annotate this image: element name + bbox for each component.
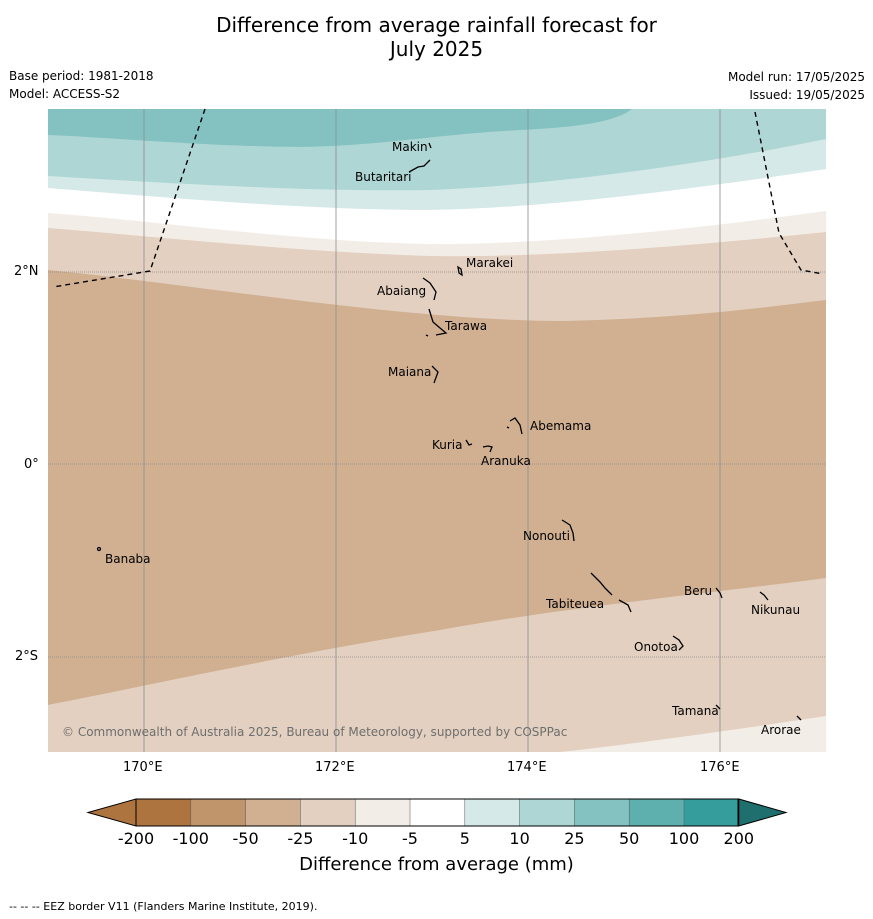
lat-label-2n: 2°N (14, 264, 39, 279)
colorbar-tick-label: -10 (342, 829, 369, 848)
band-minus50-minus25 (48, 270, 826, 705)
arorae-coast (796, 715, 802, 721)
lat-label-2s: 2°S (15, 649, 39, 664)
band-plus25-plus50 (48, 109, 632, 147)
eez-borders (52, 108, 824, 288)
abaiang-coast (422, 277, 437, 301)
abemama-coast (509, 417, 523, 435)
eez-border-west (52, 108, 206, 288)
parallels (48, 271, 826, 658)
colorbar-swatches (86, 798, 788, 827)
map-title-line1: Difference from average rainfall forecas… (216, 13, 657, 37)
banaba-coast (96, 546, 102, 552)
colorbar-tick-label: 50 (619, 829, 640, 848)
lon-label-174e: 174°E (507, 760, 547, 775)
island-label-makin: Makin (392, 140, 428, 154)
island-label-abaiang: Abaiang (377, 284, 426, 298)
colorbar-tick-label: 10 (509, 829, 530, 848)
colorbar-swatch (464, 799, 520, 826)
band-minus10-minus5-south (560, 716, 826, 752)
island-label-nikunau: Nikunau (751, 603, 800, 617)
colorbar-extend-high (738, 798, 788, 827)
colorbar (86, 798, 788, 827)
nikunau-coast (759, 591, 769, 601)
island-label-onotoa: Onotoa (634, 640, 678, 654)
lon-label-176e: 176°E (700, 760, 740, 775)
colorbar-tick-label: 200 (723, 829, 755, 848)
tabiteuea-south-coast (618, 599, 632, 613)
lon-label-170e: 170°E (123, 760, 163, 775)
issued-date: Issued: 19/05/2025 (749, 88, 865, 102)
island-label-banaba: Banaba (105, 552, 151, 566)
colorbar-swatch (410, 799, 466, 826)
colorbar-tick-label: -50 (232, 829, 259, 848)
copyright-notice: © Commonwealth of Australia 2025, Bureau… (62, 725, 567, 739)
island-label-arorae: Arorae (761, 723, 801, 737)
island-label-tabiteuea: Tabiteuea (545, 597, 604, 611)
island-label-aranuka: Aranuka (481, 454, 531, 468)
colorbar-tick-label: -25 (287, 829, 314, 848)
tarawa-islet (425, 334, 429, 337)
base-period: Base period: 1981-2018 (9, 69, 154, 83)
eez-footer-note: -- -- -- EEZ border V11 (Flanders Marine… (9, 900, 318, 913)
marakei-coast (457, 265, 463, 277)
colorbar-frame (135, 798, 739, 827)
colorbar-swatch (684, 799, 740, 826)
colorbar-swatch (136, 799, 192, 826)
map-fill-bands (48, 109, 826, 752)
lon-label-172e: 172°E (315, 760, 355, 775)
eez-border-east (754, 111, 824, 275)
island-label-kuria: Kuria (432, 438, 463, 452)
beru-coast (715, 587, 723, 599)
maiana-coast (431, 365, 439, 384)
colorbar-tick-label: -100 (172, 829, 209, 848)
island-label-maiana: Maiana (388, 365, 431, 379)
colorbar-swatch (300, 799, 356, 826)
island-label-tamana: Tamana (671, 704, 719, 718)
colorbar-swatch (190, 799, 246, 826)
tarawa-coast (428, 308, 448, 336)
lat-label-0: 0° (24, 457, 39, 472)
island-labels: Makin Butaritari Marakei Abaiang Tarawa … (105, 140, 801, 737)
onotoa-coast (672, 635, 684, 651)
island-label-beru: Beru (684, 584, 712, 598)
island-label-abemama: Abemama (530, 419, 591, 433)
colorbar-tick-label: 100 (668, 829, 700, 848)
coastlines (96, 142, 802, 721)
tabiteuea-north-coast (590, 572, 613, 596)
island-label-marakei: Marakei (466, 256, 513, 270)
colorbar-tick-label: 5 (459, 829, 470, 848)
island-label-nonouti: Nonouti (523, 529, 570, 543)
colorbar-swatch (519, 799, 575, 826)
island-label-tarawa: Tarawa (444, 319, 487, 333)
colorbar-swatch (574, 799, 630, 826)
colorbar-tick-label: -5 (402, 829, 418, 848)
colorbar-swatch (355, 799, 411, 826)
tamana-coast (715, 704, 721, 710)
kuria-coast (465, 439, 473, 446)
model-run: Model run: 17/05/2025 (727, 70, 865, 84)
colorbar-extend-low (86, 798, 137, 827)
butaritari-coast (408, 159, 431, 173)
map-title-line2: July 2025 (389, 37, 484, 61)
colorbar-tick-label: -200 (117, 829, 155, 848)
nonouti-coast (561, 519, 575, 542)
colorbar-swatch (245, 799, 301, 826)
aranuka-coast (482, 445, 493, 453)
island-label-butaritari: Butaritari (355, 170, 412, 184)
abemama-islet (506, 426, 510, 429)
graticule (143, 109, 721, 752)
model-name: Model: ACCESS-S2 (9, 87, 121, 101)
colorbar-tick-label: 25 (564, 829, 585, 848)
colorbar-swatch (629, 799, 685, 826)
makin-coast (428, 142, 432, 149)
colorbar-title: Difference from average (mm) (299, 854, 574, 875)
